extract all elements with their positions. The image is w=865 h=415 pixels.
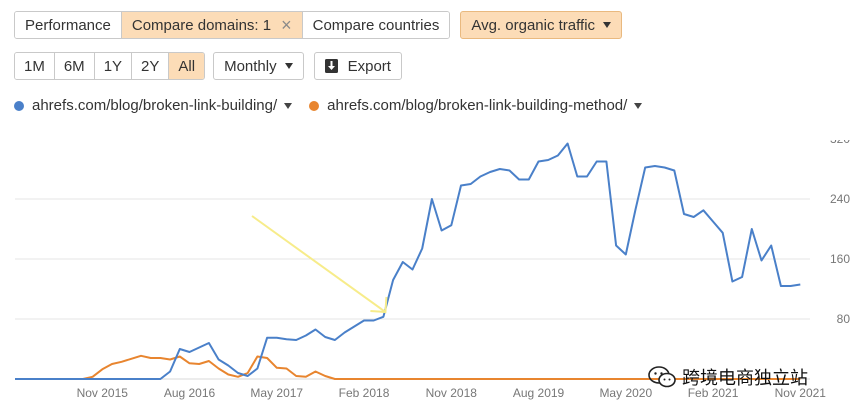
chevron-down-icon [284, 63, 293, 69]
period-selector: 1M 6M 1Y 2Y All [14, 52, 206, 80]
legend-label: ahrefs.com/blog/broken-link-building/ [32, 97, 278, 114]
annotation-arrowhead [370, 296, 388, 314]
x-tick-label: Feb 2021 [688, 386, 739, 400]
legend-label: ahrefs.com/blog/broken-link-building-met… [327, 97, 628, 114]
tab-compare-domains[interactable]: Compare domains: 1 × [121, 12, 303, 38]
period-2y[interactable]: 2Y [132, 53, 170, 79]
x-tick-label: Nov 2015 [77, 386, 129, 400]
x-tick-label: May 2020 [599, 386, 652, 400]
chevron-down-icon [634, 102, 643, 109]
y-tick-label: 240 [830, 192, 850, 206]
period-all[interactable]: All [169, 53, 205, 79]
tab-performance[interactable]: Performance [15, 12, 122, 38]
period-6m[interactable]: 6M [54, 53, 95, 79]
export-label: Export [347, 57, 391, 75]
granularity-label: Monthly [224, 57, 277, 75]
y-tick-label: 80 [837, 312, 851, 326]
x-tick-label: May 2017 [250, 386, 303, 400]
series-line-broken-link-building-method [15, 354, 801, 380]
period-1m[interactable]: 1M [15, 53, 55, 79]
series-line-broken-link-building [15, 142, 801, 380]
chevron-down-icon [603, 22, 612, 28]
toolbar-row-2: 1M 6M 1Y 2Y All Monthly Export [14, 52, 402, 80]
watermark: 跨境电商独立站 [648, 364, 808, 390]
metric-dropdown[interactable]: Avg. organic traffic [460, 11, 623, 39]
chart-legend: ahrefs.com/blog/broken-link-building/ ah… [14, 97, 643, 114]
chevron-down-icon [284, 102, 293, 109]
view-tabs: Performance Compare domains: 1 × Compare… [14, 11, 451, 39]
x-tick-label: Aug 2019 [513, 386, 565, 400]
series-color-dot [309, 100, 320, 111]
y-tick-label: 320 [830, 140, 850, 146]
legend-item-broken-link-building[interactable]: ahrefs.com/blog/broken-link-building/ [14, 97, 293, 114]
x-tick-label: Nov 2021 [775, 386, 827, 400]
y-tick-label: 160 [830, 252, 850, 266]
x-tick-label: Feb 2018 [339, 386, 390, 400]
watermark-text: 跨境电商独立站 [682, 368, 808, 388]
annotation-arrow [251, 215, 386, 313]
tab-compare-countries[interactable]: Compare countries [302, 12, 450, 38]
wechat-icon [648, 366, 676, 388]
x-tick-label: Aug 2016 [164, 386, 216, 400]
metric-dropdown-label: Avg. organic traffic [471, 16, 596, 34]
download-icon [324, 59, 338, 73]
export-button[interactable]: Export [313, 52, 402, 80]
period-1y[interactable]: 1Y [94, 53, 133, 79]
series-color-dot [14, 100, 24, 111]
toolbar-row-1: Performance Compare domains: 1 × Compare… [14, 11, 623, 39]
granularity-dropdown[interactable]: Monthly [213, 52, 304, 80]
x-tick-label: Nov 2018 [426, 386, 478, 400]
legend-item-broken-link-building-method[interactable]: ahrefs.com/blog/broken-link-building-met… [309, 97, 643, 114]
traffic-line-chart: 80 160 240 320 Nov 2015 Aug 2016 May 2017 Feb 2… [15, 140, 851, 400]
close-icon[interactable]: × [281, 15, 292, 35]
tab-compare-domains-label: Compare domains: 1 [131, 16, 272, 34]
